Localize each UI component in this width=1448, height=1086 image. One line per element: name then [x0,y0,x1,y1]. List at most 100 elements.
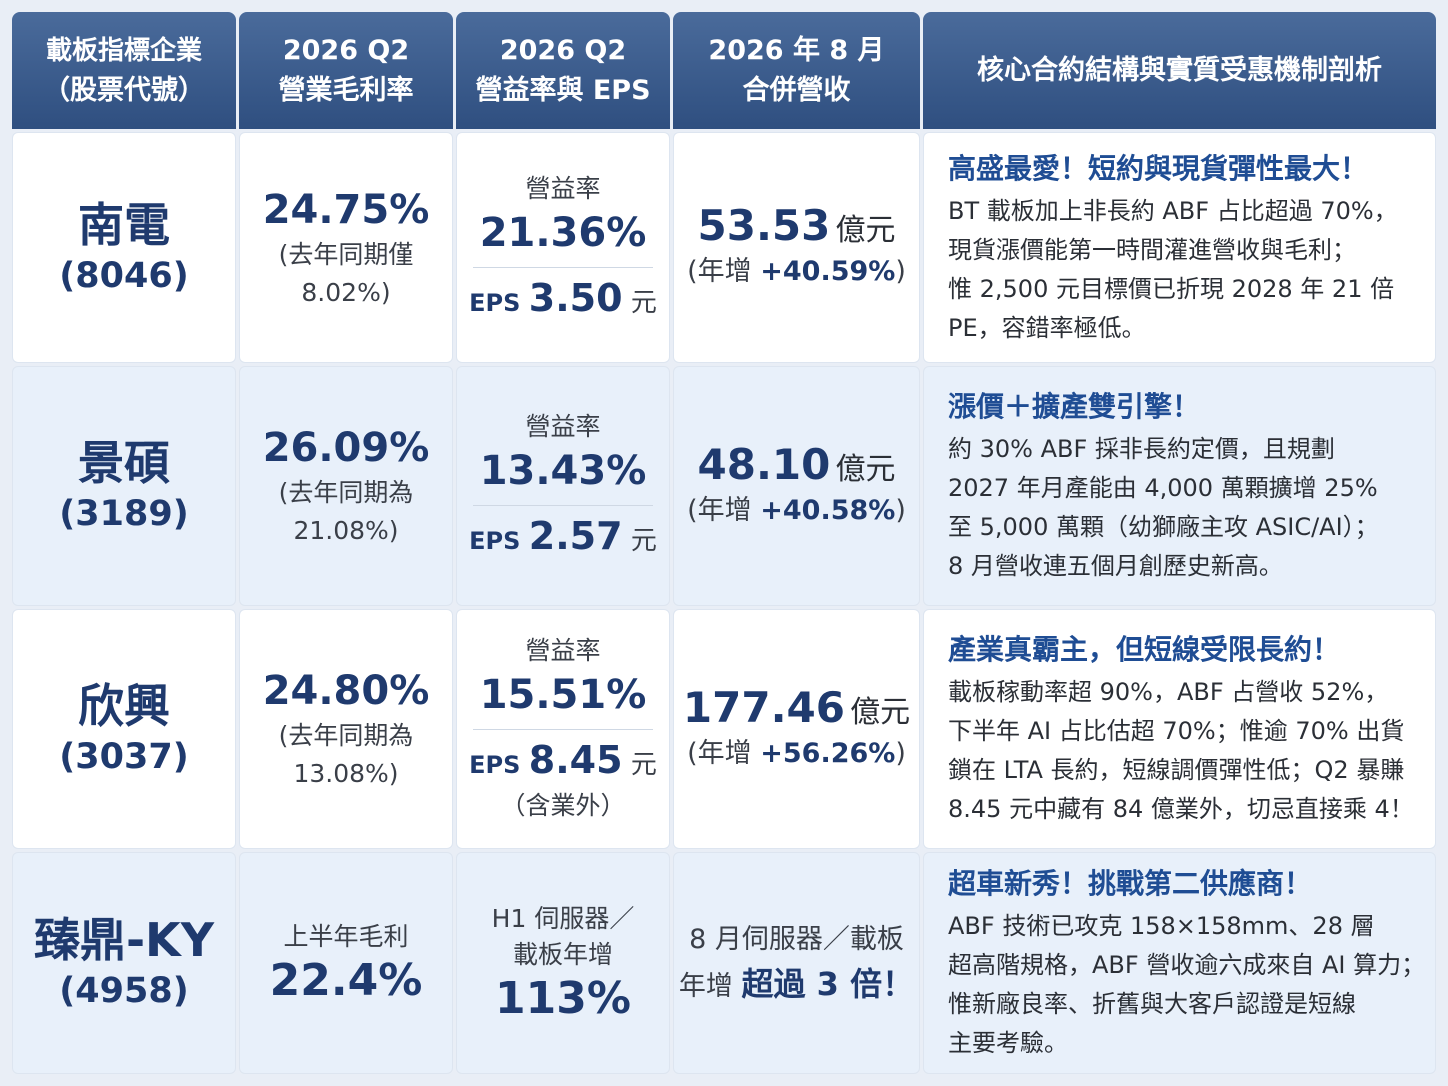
header-rev-line2: 合併營收 [742,74,851,106]
company-name: 欣興 [78,679,170,733]
revenue-label: 8 月伺服器／載板 [689,923,904,955]
growth-value: 113% [495,973,631,1024]
table-row-2-gross-margin: 26.09% (去年同期為 21.08%) [239,366,453,606]
eps-value: 2.57 [528,514,623,558]
revenue-growth-value: 超過 3 倍！ [741,964,915,1003]
eps-label: EPS [469,288,521,317]
header-company-line2: （股票代號） [43,74,205,106]
analysis-line: 現貨漲價能第一時間灌進營收與毛利； [948,235,1356,264]
yoy-suffix: ) [895,256,906,287]
table-row-4-revenue: 8 月伺服器／載板 年增 超過 3 倍！ [673,852,920,1074]
eps-line: EPS 3.50 元 [469,276,657,325]
analysis-line: 載板稼動率超 90%，ABF 占營收 52%， [948,678,1389,706]
cell-divider [473,729,653,730]
yoy-line: (年增 +56.26%) [687,732,906,776]
op-margin-label: 營益率 [525,173,601,203]
header-analysis-line1: 核心合約結構與實質受惠機制剖析 [977,54,1382,86]
analysis-line: 惟 2,500 元目標價已折現 2028 年 21 倍 [948,274,1395,303]
analysis-line: 2027 年月產能由 4,000 萬顆擴增 25% [948,474,1378,502]
revenue-unit: 億元 [850,694,911,730]
table-row-1-gross-margin: 24.75% (去年同期僅 8.02%) [239,132,453,363]
op-margin-label: 營益率 [525,636,601,665]
cell-divider [473,266,653,268]
table-row-1-analysis: 高盛最愛！短約與現貨彈性最大！ BT 載板加上非長約 ABF 占比超過 70%，… [923,132,1436,363]
header-gross-margin: 2026 Q2 營業毛利率 [239,12,453,129]
header-op-line2: 營益率與 EPS [475,74,651,106]
gross-margin-value: 22.4% [269,955,423,1006]
revenue-unit: 億元 [835,213,896,248]
eps-label: EPS [469,751,521,779]
revenue-value: 48.10 [697,439,831,489]
header-rev-line1: 2026 年 8 月 [708,34,885,66]
gross-margin-note-value: 8.02%) [301,277,391,307]
company-name: 景碩 [78,436,170,490]
table-row-2-analysis: 漲價＋擴產雙引擎！ 約 30% ABF 採非長約定價，且規劃 2027 年月產能… [923,366,1436,606]
table-row-4-gross-margin: 上半年毛利 22.4% [239,852,453,1074]
header-op-margin-eps: 2026 Q2 營益率與 EPS [456,12,670,129]
eps-note: （含業外） [500,791,626,820]
yoy-suffix: ) [895,737,906,769]
yoy-line: (年增 +40.58%) [687,489,906,533]
yoy-prefix: (年增 [687,737,752,769]
eps-label: EPS [469,527,521,555]
yoy-value: +40.58% [760,494,896,526]
analysis-line: PE，容錯率極低。 [948,313,1146,342]
gross-margin-note-value: 13.08%) [293,759,399,788]
eps-unit: 元 [630,526,657,556]
table-row-4-op-growth: H1 伺服器／ 載板年增 113% [456,852,670,1074]
yoy-line: (年增 +40.59%) [687,250,906,294]
analysis-line: 主要考驗。 [948,1029,1068,1057]
comparison-table: 載板指標企業 （股票代號） 2026 Q2 營業毛利率 2026 Q2 營益率與… [12,12,1436,1074]
company-code: (3189) [59,494,189,534]
gross-margin-value: 26.09% [262,425,430,471]
gross-margin-value: 24.80% [262,668,430,714]
table-row-3-analysis: 產業真霸主，但短線受限長約！ 載板稼動率超 90%，ABF 占營收 52%， 下… [923,609,1436,849]
yoy-prefix: (年增 [687,494,752,526]
gross-margin-note: (去年同期僅 [278,239,414,269]
revenue-value: 177.46 [682,682,845,732]
gross-margin-note: (去年同期為 [278,478,414,507]
analysis-line: ABF 技術已攻克 158×158mm、28 層 [948,912,1375,940]
eps-unit: 元 [630,287,657,318]
company-code: (3037) [59,737,189,777]
revenue-unit: 億元 [835,451,896,487]
revenue-value: 53.53 [697,201,831,250]
header-company: 載板指標企業 （股票代號） [12,12,236,129]
analysis-line: 8 月營收連五個月創歷史新高。 [948,552,1283,580]
eps-value: 8.45 [528,738,623,782]
table-row-1-revenue: 53.53 億元 (年增 +40.59%) [673,132,920,363]
gross-margin-label: 上半年毛利 [283,922,409,951]
company-code: (8046) [59,255,189,296]
header-analysis: 核心合約結構與實質受惠機制剖析 [923,12,1436,129]
analysis-title: 漲價＋擴產雙引擎！ [948,390,1201,423]
analysis-title: 高盛最愛！短約與現貨彈性最大！ [948,151,1369,185]
analysis-line: 8.45 元中藏有 84 億業外，切忌直接乘 4！ [948,795,1414,823]
growth-label-line2: 載板年增 [512,940,613,969]
analysis-line: 至 5,000 萬顆（幼獅廠主攻 ASIC/AI）； [948,513,1379,541]
op-margin-value: 13.43% [479,448,647,494]
gross-margin-note: (去年同期為 [278,721,414,750]
table-row-4-analysis: 超車新秀！挑戰第二供應商！ ABF 技術已攻克 158×158mm、28 層 超… [923,852,1436,1074]
table-row-2-op-eps: 營益率 13.43% EPS 2.57 元 [456,366,670,606]
yoy-prefix: (年增 [687,256,752,287]
eps-unit: 元 [630,750,657,780]
analysis-line: 下半年 AI 占比估超 70%；惟逾 70% 出貨 [948,717,1405,745]
gross-margin-value: 24.75% [262,186,430,233]
company-name: 南電 [78,197,170,252]
header-company-line1: 載板指標企業 [45,35,202,66]
yoy-value: +56.26% [760,737,896,769]
table-row-2-company: 景碩 (3189) [12,366,236,606]
analysis-line: 約 30% ABF 採非長約定價，且規劃 [948,435,1335,463]
eps-line: EPS 2.57 元 [469,514,657,563]
table-row-3-gross-margin: 24.80% (去年同期為 13.08%) [239,609,453,849]
analysis-line: 惟新廠良率、折舊與大客戶認證是短線 [948,990,1356,1018]
header-op-line1: 2026 Q2 [499,34,627,66]
eps-line: EPS 8.45 元 [469,738,657,787]
op-margin-label: 營益率 [525,412,601,441]
eps-value: 3.50 [528,275,623,320]
analysis-title: 超車新秀！挑戰第二供應商！ [948,867,1313,900]
table-row-2-revenue: 48.10 億元 (年增 +40.58%) [673,366,920,606]
yoy-value: +40.59% [760,256,896,287]
company-code: (4958) [59,971,189,1011]
analysis-line: BT 載板加上非長約 ABF 占比超過 70%， [948,196,1398,225]
